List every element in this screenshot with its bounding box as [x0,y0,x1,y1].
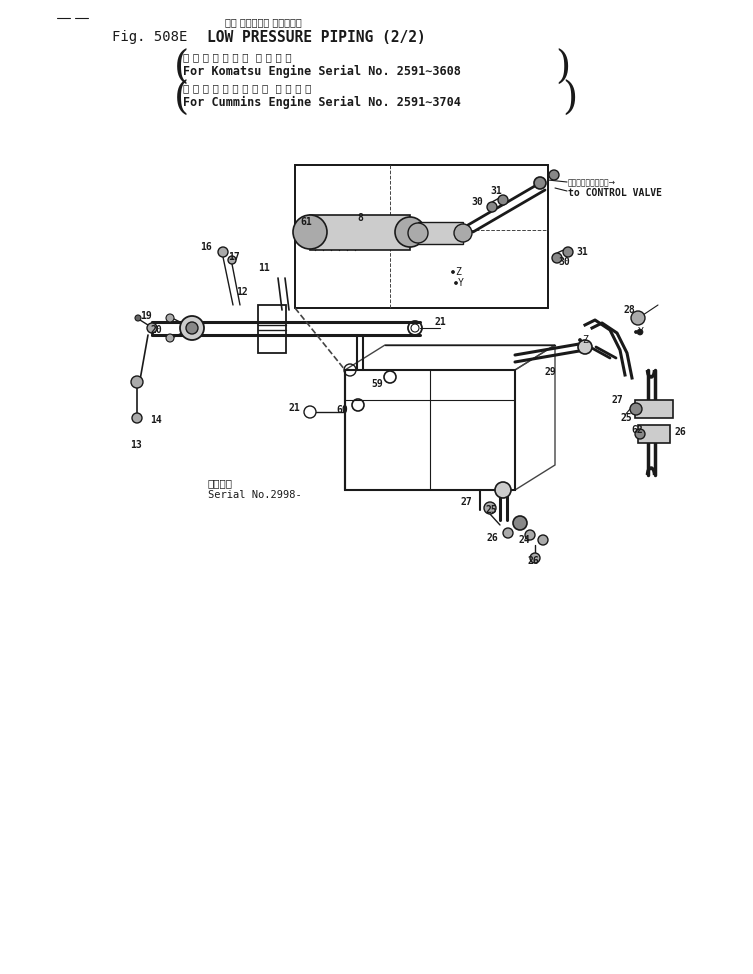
Text: LOW PRESSURE PIPING (2/2): LOW PRESSURE PIPING (2/2) [207,30,425,45]
Text: For Cummins Engine Serial No. 2591∼3704: For Cummins Engine Serial No. 2591∼3704 [183,96,461,109]
Text: Fig. 508E: Fig. 508E [112,30,204,44]
Text: 19: 19 [140,311,152,321]
Circle shape [525,530,535,540]
Text: ): ) [555,50,570,87]
Circle shape [487,202,497,212]
Circle shape [218,247,228,257]
Text: 26: 26 [486,533,498,543]
Text: Serial No.2998-: Serial No.2998- [208,490,302,500]
Text: 27: 27 [460,497,472,507]
Text: 適用号等: 適用号等 [208,478,233,488]
Text: Z: Z [582,335,588,345]
Text: 21: 21 [435,317,447,327]
Text: 60: 60 [337,405,348,415]
Circle shape [180,316,204,340]
Text: ロー プレッシャ ハイピング: ロー プレッシャ ハイピング [225,17,302,27]
Text: 13: 13 [130,440,142,450]
Text: 30: 30 [471,197,483,207]
Circle shape [455,281,458,284]
Circle shape [228,256,236,264]
Circle shape [147,323,157,333]
Circle shape [635,330,638,333]
Text: 25: 25 [485,505,497,515]
Bar [310,215,410,250]
Text: 31: 31 [576,247,588,257]
Text: 21: 21 [288,403,300,413]
Text: 26: 26 [675,427,687,437]
Text: カ ミ ン ズ エ ン ジ ン 用  適 用 号 等: カ ミ ン ズ エ ン ジ ン 用 適 用 号 等 [183,83,312,93]
Circle shape [549,170,559,180]
Circle shape [578,339,581,342]
Circle shape [132,413,142,423]
Text: Y: Y [638,327,644,337]
Text: 小 松 エ ン ジ ン 用  適 用 号 等: 小 松 エ ン ジ ン 用 適 用 号 等 [183,52,291,62]
Circle shape [578,340,592,354]
Text: Y: Y [458,278,464,288]
Text: ): ) [562,81,578,118]
Circle shape [630,403,642,415]
Text: コントロールバルブ→: コントロールバルブ→ [568,178,616,187]
Text: 20: 20 [151,325,162,335]
Bar [635,400,673,418]
Text: 27: 27 [611,395,623,405]
Bar [638,425,670,443]
Text: 17: 17 [228,252,239,262]
Circle shape [452,271,455,274]
Text: 11: 11 [258,263,270,273]
Circle shape [498,195,508,205]
Circle shape [635,429,645,439]
Text: 16: 16 [200,242,212,252]
Circle shape [484,502,496,514]
Bar [258,305,286,353]
Text: 62: 62 [631,425,643,435]
Circle shape [538,535,548,545]
Circle shape [503,528,513,538]
Circle shape [495,482,511,498]
Circle shape [563,247,573,257]
Text: 25: 25 [620,413,632,423]
Circle shape [530,553,540,563]
Text: Z: Z [455,267,461,277]
Circle shape [454,224,472,242]
Circle shape [131,376,143,388]
Circle shape [293,215,327,249]
Circle shape [637,329,643,335]
Text: For Komatsu Engine Serial No. 2591∼3608: For Komatsu Engine Serial No. 2591∼3608 [183,65,461,78]
Circle shape [186,322,198,334]
Circle shape [408,223,428,243]
Text: 26: 26 [527,556,539,566]
Text: 59: 59 [371,379,383,389]
Circle shape [552,253,562,263]
Circle shape [631,311,645,325]
Circle shape [135,315,141,321]
Text: (: ( [174,50,189,87]
Polygon shape [295,165,548,308]
Text: (: ( [174,81,189,118]
Circle shape [513,516,527,530]
Text: 12: 12 [236,287,248,297]
Circle shape [166,314,174,322]
Circle shape [166,334,174,342]
Text: 29: 29 [545,367,556,377]
Circle shape [395,217,425,247]
Text: 61: 61 [300,217,312,227]
Text: 14: 14 [150,415,162,425]
Circle shape [534,177,546,189]
Bar [418,222,463,244]
Text: to CONTROL VALVE: to CONTROL VALVE [568,188,662,198]
Bar [345,370,515,490]
Text: 31: 31 [490,186,501,196]
Text: 28: 28 [623,305,635,315]
Text: 8: 8 [357,213,363,223]
Text: 24: 24 [519,535,531,545]
Text: 30: 30 [558,257,570,267]
